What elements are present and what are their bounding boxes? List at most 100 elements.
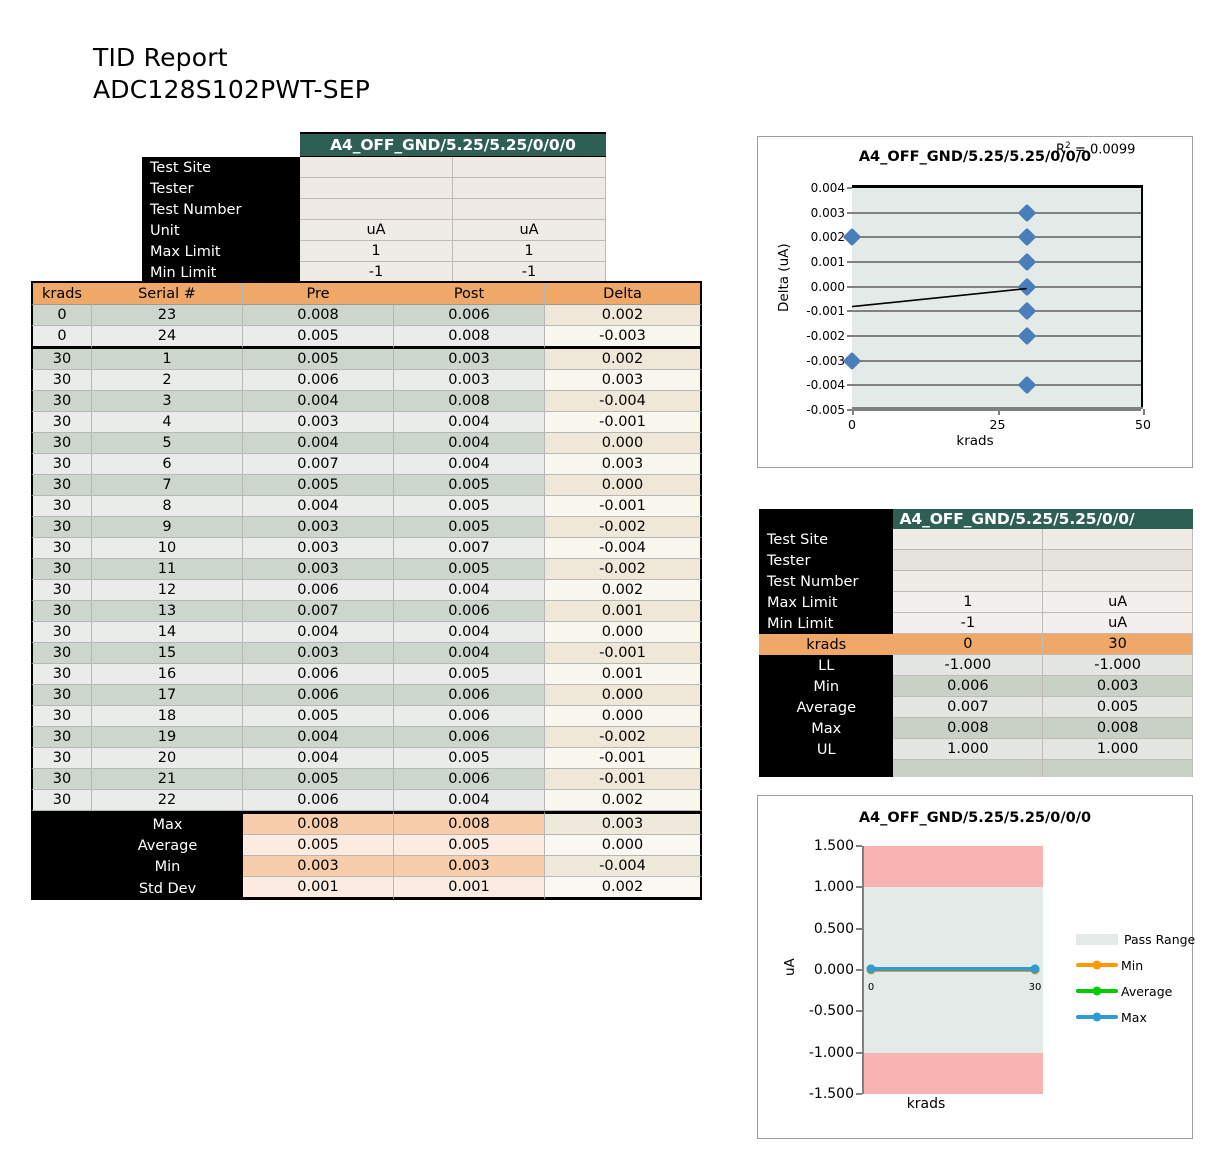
y-axis-tick-mark — [856, 927, 862, 930]
scatter-r-squared-annotation: R2 = 0.0099 — [1056, 141, 1136, 158]
cell-pre: 0.004 — [243, 391, 394, 412]
parameter-row: Test Site — [86, 157, 606, 178]
cell-delta: -0.004 — [545, 538, 702, 559]
parameter-label: Unit — [142, 220, 300, 241]
y-axis-tick-label: -1.000 — [808, 1044, 854, 1061]
summary-delta: 0.002 — [545, 877, 702, 900]
cell-delta: 0.000 — [545, 433, 702, 454]
condition-title: A4_OFF_GND/5.25/5.25/0/0/0 — [300, 132, 606, 157]
table-row: 30 4 0.003 0.004 -0.001 — [31, 412, 702, 433]
y-axis-tick-mark — [847, 211, 852, 214]
cell-pre: 0.006 — [243, 685, 394, 706]
spacer-cell — [893, 760, 1044, 777]
parameter-value-2 — [453, 157, 606, 178]
y-axis-tick-mark — [856, 969, 862, 971]
summary-stat-label: Min — [759, 676, 894, 697]
summary-stat-row: LL -1.000 -1.000 — [759, 655, 1193, 676]
y-axis-tick-mark — [856, 845, 862, 847]
column-header-post: Post — [394, 283, 545, 305]
y-axis-tick-label: 1.500 — [813, 838, 854, 854]
scatter-point — [1017, 252, 1036, 272]
cell-post: 0.004 — [394, 433, 545, 454]
gridline — [852, 335, 1141, 337]
x-axis-tick-mark — [997, 409, 1000, 415]
summary-meta-row: Min Limit -1 uA — [759, 613, 1193, 634]
y-axis-tick-mark — [856, 1093, 862, 1095]
legend-item-average[interactable]: Average — [1076, 978, 1195, 1004]
cell-krads: 30 — [31, 454, 92, 475]
x-axis-tick-label: 0 — [867, 982, 875, 993]
cell-serial: 21 — [92, 769, 243, 790]
column-header-pre: Pre — [243, 283, 394, 305]
cell-serial: 20 — [92, 748, 243, 769]
x-axis-tick-label: 30 — [1028, 982, 1042, 993]
summary-label: Max — [92, 811, 243, 835]
legend-item-max[interactable]: Max — [1076, 1004, 1195, 1030]
y-axis-tick-label: 0.003 — [810, 205, 845, 220]
cell-delta: 0.002 — [545, 580, 702, 601]
cell-serial: 15 — [92, 643, 243, 664]
table-row: 30 7 0.005 0.005 0.000 — [31, 475, 702, 496]
series-line-max — [871, 967, 1035, 972]
y-axis-tick-label: -0.500 — [808, 1003, 854, 1020]
cell-delta: -0.002 — [545, 517, 702, 538]
cell-pre: 0.006 — [243, 664, 394, 685]
cell-krads: 30 — [31, 790, 92, 811]
cell-post: 0.007 — [394, 538, 545, 559]
cell-krads: 30 — [31, 643, 92, 664]
summary-meta-row: Test Number — [759, 571, 1193, 592]
scatter-point — [1017, 277, 1036, 296]
cell-krads: 30 — [31, 601, 92, 622]
table-row: 30 12 0.006 0.004 0.002 — [31, 580, 702, 601]
summary-meta-value-1: 1 — [893, 592, 1044, 613]
column-header-delta: Delta — [545, 283, 702, 305]
y-axis-tick-label: 0.001 — [810, 255, 845, 269]
parameter-label: Min Limit — [142, 262, 300, 283]
summary-pre: 0.005 — [243, 835, 394, 856]
cell-post: 0.005 — [394, 748, 545, 769]
summary-meta-value-2 — [1043, 571, 1193, 592]
cell-pre: 0.005 — [243, 706, 394, 727]
parameter-value-1: 1 — [300, 241, 453, 262]
y-axis-tick-mark — [856, 1051, 862, 1054]
y-axis-tick-label: 0.004 — [810, 181, 845, 195]
parameter-header-title-row: A4_OFF_GND/5.25/5.25/0/0/0 — [86, 132, 606, 157]
cell-serial: 18 — [92, 706, 243, 727]
cell-post: 0.005 — [394, 517, 545, 538]
summary-stat-label: Max — [759, 718, 894, 739]
cell-pre: 0.007 — [243, 454, 394, 475]
scatter-x-axis — [852, 407, 1143, 409]
y-axis-tick-label: -0.005 — [806, 403, 845, 417]
table-row: 30 17 0.006 0.006 0.000 — [31, 685, 702, 706]
parameter-label: Tester — [142, 178, 300, 199]
table-row: 30 21 0.005 0.006 -0.001 — [31, 769, 702, 790]
scatter-point — [1017, 203, 1036, 222]
summary-meta-row: Tester — [759, 550, 1193, 571]
cell-post: 0.005 — [394, 664, 545, 685]
y-axis-tick-mark — [847, 285, 852, 288]
summary-stat-value-2: -1.000 — [1043, 655, 1193, 676]
cell-serial: 14 — [92, 622, 243, 643]
cell-pre: 0.006 — [243, 580, 394, 601]
table-header-row: krads Serial # Pre Post Delta — [31, 283, 702, 305]
legend-item-pass-range[interactable]: Pass Range — [1076, 926, 1195, 952]
cell-delta: 0.002 — [545, 790, 702, 811]
scatter-chart-title: A4_OFF_GND/5.25/5.25/0/0/0 — [858, 149, 1092, 165]
cell-pre: 0.007 — [243, 601, 394, 622]
cell-krads: 30 — [31, 580, 92, 601]
summary-delta: 0.003 — [545, 811, 702, 835]
summary-krads-row: krads 0 30 — [759, 634, 1193, 655]
cell-delta: 0.000 — [545, 622, 702, 643]
cell-krads: 30 — [31, 475, 92, 496]
spacer-cell — [86, 220, 142, 241]
cell-serial: 4 — [92, 412, 243, 433]
summary-pre: 0.008 — [243, 811, 394, 835]
table-row: 30 2 0.006 0.003 0.003 — [31, 370, 702, 391]
legend-item-min[interactable]: Min — [1076, 952, 1195, 978]
cell-delta: 0.002 — [545, 305, 702, 326]
y-axis-tick-label: -0.002 — [806, 329, 845, 343]
table-row: 30 6 0.007 0.004 0.003 — [31, 454, 702, 475]
summary-meta-value-1 — [893, 571, 1044, 592]
parameter-value-1 — [300, 157, 453, 178]
